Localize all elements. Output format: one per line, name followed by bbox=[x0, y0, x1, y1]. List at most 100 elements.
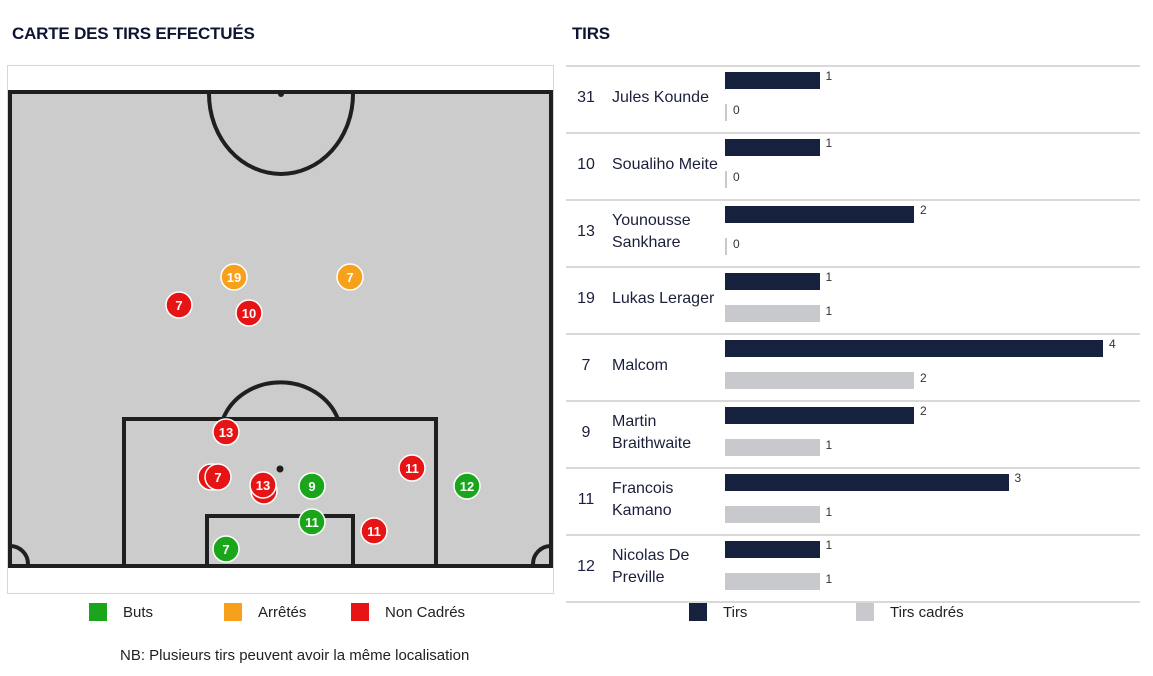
shot-number: 7 bbox=[175, 298, 182, 313]
player-name: Lukas Lerager bbox=[612, 290, 715, 307]
tirs-value-label: 1 bbox=[825, 270, 833, 284]
tirs-cadres-bar bbox=[725, 372, 914, 389]
tirs-value-label: 3 bbox=[1014, 471, 1022, 485]
shots-table: 31 Jules Kounde 1 0 10 Soualiho Meite 1 0 13 Youn… bbox=[566, 65, 1140, 603]
goal-area bbox=[205, 514, 355, 568]
tirs-bar bbox=[725, 72, 820, 89]
shot-marker: 13 bbox=[212, 418, 240, 446]
shot-number: 7 bbox=[346, 270, 353, 285]
player-name: Nicolas De Preville bbox=[612, 547, 690, 586]
shot-marker: 11 bbox=[298, 508, 326, 536]
player-row: 13 Younousse Sankhare 2 0 bbox=[566, 199, 1140, 266]
corner-arc-right bbox=[531, 544, 552, 565]
penalty-spot bbox=[276, 465, 284, 473]
center-spot bbox=[278, 91, 284, 97]
tirs-cadres-value-label: 0 bbox=[733, 170, 740, 184]
tirs-cadres-value-label: 1 bbox=[825, 505, 833, 519]
tirs-bar bbox=[725, 407, 914, 424]
shot-marker: 11 bbox=[398, 454, 426, 482]
tirs-value-label: 1 bbox=[825, 136, 833, 150]
player-number: 13 bbox=[577, 223, 595, 240]
player-number: 12 bbox=[577, 558, 595, 575]
player-number: 9 bbox=[581, 424, 591, 441]
player-name: Francois Kamano bbox=[612, 480, 674, 519]
player-row: 10 Soualiho Meite 1 0 bbox=[566, 132, 1140, 199]
shot-marker: 19 bbox=[220, 263, 248, 291]
tirs-cadres-value-label: 1 bbox=[825, 572, 833, 586]
shot-map: 197710137713139111211117 bbox=[7, 65, 554, 594]
shots-layer: 197710137713139111211117 bbox=[165, 263, 481, 563]
shot-map-title: CARTE DES TIRS EFFECTUÉS bbox=[12, 24, 255, 43]
tirs-cadres-bar bbox=[725, 305, 820, 322]
shot-dot bbox=[298, 472, 326, 500]
tirs-cadres-value-label: 0 bbox=[733, 103, 740, 117]
legend-arretes: Arrêtés bbox=[224, 603, 306, 621]
player-row: 7 Malcom 4 2 bbox=[566, 333, 1140, 400]
tirs-value-label: 2 bbox=[920, 404, 927, 418]
legend-label-tirs-cadres: Tirs cadrés bbox=[890, 604, 964, 621]
tirs-cadres-value-label: 1 bbox=[825, 304, 833, 318]
shot-number: 10 bbox=[242, 306, 256, 321]
tirs-bar bbox=[725, 273, 820, 290]
penalty-arc bbox=[221, 380, 340, 420]
player-number: 19 bbox=[577, 290, 595, 307]
legend-buts: Buts bbox=[89, 603, 153, 621]
shot-dot bbox=[453, 472, 481, 500]
player-row: 11 Francois Kamano 3 1 bbox=[566, 467, 1140, 534]
player-name: Malcom bbox=[612, 357, 669, 374]
shot-dot bbox=[204, 463, 232, 491]
tirs-value-label: 1 bbox=[825, 69, 833, 83]
legend-swatch-tirs-cadres bbox=[856, 603, 874, 621]
shot-dot bbox=[165, 291, 193, 319]
shot-number: 7 bbox=[222, 542, 229, 557]
legend-non-cadres: Non Cadrés bbox=[351, 603, 465, 621]
shot-dot bbox=[220, 263, 248, 291]
shot-number: 9 bbox=[308, 479, 315, 494]
player-name: Younousse Sankhare bbox=[612, 212, 691, 251]
shot-number: 11 bbox=[305, 515, 319, 530]
tirs-cadres-bar bbox=[725, 573, 820, 590]
legend-tirs: Tirs bbox=[689, 603, 747, 621]
shot-dot bbox=[212, 418, 240, 446]
corner-arc-left bbox=[9, 544, 30, 565]
shot-marker: 10 bbox=[235, 299, 263, 327]
shot-marker: 9 bbox=[298, 472, 326, 500]
legend-swatch-arretes bbox=[224, 603, 242, 621]
pitch-svg: 197710137713139111211117 bbox=[8, 90, 553, 568]
player-number: 31 bbox=[577, 89, 595, 106]
tirs-bar bbox=[725, 340, 1103, 357]
shot-marker: 11 bbox=[360, 517, 388, 545]
shot-number: 13 bbox=[219, 425, 233, 440]
tirs-cadres-bar bbox=[725, 506, 820, 523]
shot-number: 11 bbox=[367, 524, 381, 539]
legend-label-arretes: Arrêtés bbox=[258, 604, 307, 621]
shot-dot bbox=[212, 535, 240, 563]
shot-dot bbox=[398, 454, 426, 482]
tirs-value-label: 2 bbox=[920, 203, 927, 217]
tirs-bar bbox=[725, 206, 914, 223]
player-name: Soualiho Meite bbox=[612, 156, 718, 173]
tirs-value-label: 1 bbox=[825, 538, 833, 552]
shot-marker: 7 bbox=[204, 463, 232, 491]
legend-swatch-non-cadres bbox=[351, 603, 369, 621]
shot-marker: 7 bbox=[212, 535, 240, 563]
shot-dot bbox=[249, 471, 277, 499]
shots-table-title: TIRS bbox=[572, 24, 610, 43]
tirs-cadres-bar bbox=[725, 439, 820, 456]
legend-label-tirs: Tirs bbox=[723, 604, 748, 621]
shot-number: 19 bbox=[227, 270, 241, 285]
legend-swatch-tirs bbox=[689, 603, 707, 621]
player-number: 11 bbox=[577, 491, 595, 508]
center-circle bbox=[207, 93, 355, 176]
tirs-cadres-value-label: 2 bbox=[920, 371, 927, 385]
player-row: 19 Lukas Lerager 1 1 bbox=[566, 266, 1140, 333]
tirs-value-label: 4 bbox=[1109, 337, 1116, 351]
note-text: NB: Plusieurs tirs peuvent avoir la même… bbox=[120, 647, 470, 664]
legend-label-buts: Buts bbox=[123, 604, 154, 621]
legend-label-non-cadres: Non Cadrés bbox=[385, 604, 466, 621]
shot-number: 12 bbox=[460, 479, 474, 494]
player-row: 9 Martin Braithwaite 2 1 bbox=[566, 400, 1140, 467]
player-name: Jules Kounde bbox=[612, 89, 709, 106]
shot-number: 13 bbox=[256, 478, 270, 493]
tirs-cadres-value-label: 0 bbox=[733, 237, 740, 251]
